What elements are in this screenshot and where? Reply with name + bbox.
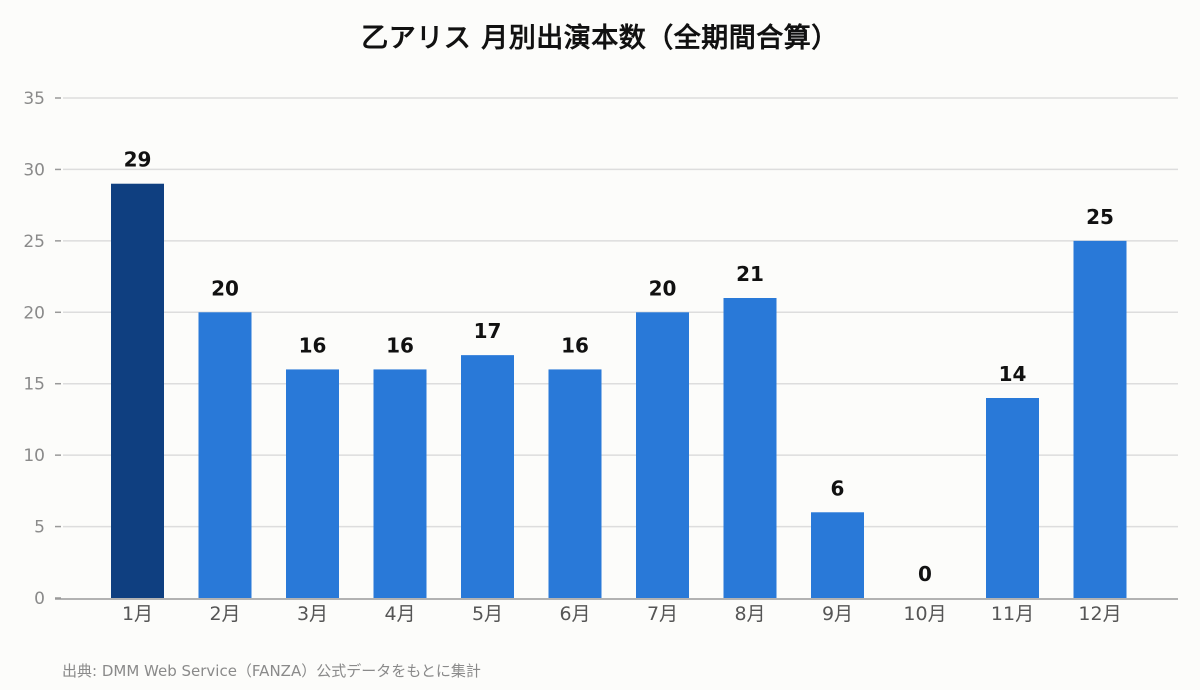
- x-tick-label: 10月: [903, 603, 946, 625]
- x-tick-label: 8月: [734, 603, 765, 625]
- bar: [373, 369, 427, 598]
- y-tick-label: 25: [23, 232, 45, 252]
- data-label: 0: [918, 562, 932, 586]
- bar: [198, 312, 252, 598]
- y-tick-label: 10: [23, 446, 45, 466]
- y-tick-label: 5: [34, 518, 45, 538]
- bar: [548, 369, 602, 598]
- x-tick-label: 4月: [384, 603, 415, 625]
- data-label: 21: [736, 262, 764, 286]
- y-tick-label: 15: [23, 375, 45, 395]
- x-tick-label: 6月: [559, 603, 590, 625]
- bar: [286, 369, 339, 598]
- bars: [111, 183, 1127, 598]
- data-label: 16: [386, 333, 414, 357]
- y-tick-label: 30: [23, 160, 45, 180]
- data-label: 16: [299, 333, 327, 357]
- data-label: 29: [124, 148, 152, 172]
- data-label: 20: [649, 276, 677, 300]
- data-label: 14: [999, 362, 1027, 386]
- bar: [461, 355, 514, 598]
- bar: [1073, 240, 1127, 598]
- y-tick-label: 20: [23, 303, 45, 323]
- data-label: 20: [211, 276, 239, 300]
- x-tick-label: 9月: [822, 603, 853, 625]
- bar: [723, 298, 777, 598]
- bar: [811, 512, 864, 598]
- x-tick-label: 5月: [472, 603, 503, 625]
- y-axis-ticks: 0 5 10 15 20 25 30 35: [23, 89, 61, 609]
- x-tick-label: 3月: [297, 603, 328, 625]
- x-tick-label: 7月: [647, 603, 678, 625]
- x-tick-label: 11月: [991, 603, 1034, 625]
- data-label: 16: [561, 333, 589, 357]
- y-tick-label: 0: [34, 589, 45, 609]
- x-axis-ticks: 1月 2月 3月 4月 5月 6月 7月 8月 9月 10月 11月 12月: [122, 603, 1122, 625]
- x-tick-label: 2月: [209, 603, 240, 625]
- x-tick-label: 1月: [122, 603, 153, 625]
- data-labels: 29 20 16 16 17 16 20 21 6 0 14 25: [124, 148, 1114, 586]
- source-note: 出典: DMM Web Service（FANZA）公式データをもとに集計: [62, 662, 481, 680]
- x-tick-label: 12月: [1078, 603, 1121, 625]
- bar: [986, 398, 1039, 598]
- chart-title: 乙アリス 月別出演本数（全期間合算）: [361, 23, 839, 54]
- bar: [111, 183, 164, 598]
- data-label: 25: [1086, 205, 1114, 229]
- bar: [636, 312, 689, 598]
- y-tick-label: 35: [23, 89, 45, 109]
- data-label: 6: [831, 476, 845, 500]
- data-label: 17: [474, 319, 502, 343]
